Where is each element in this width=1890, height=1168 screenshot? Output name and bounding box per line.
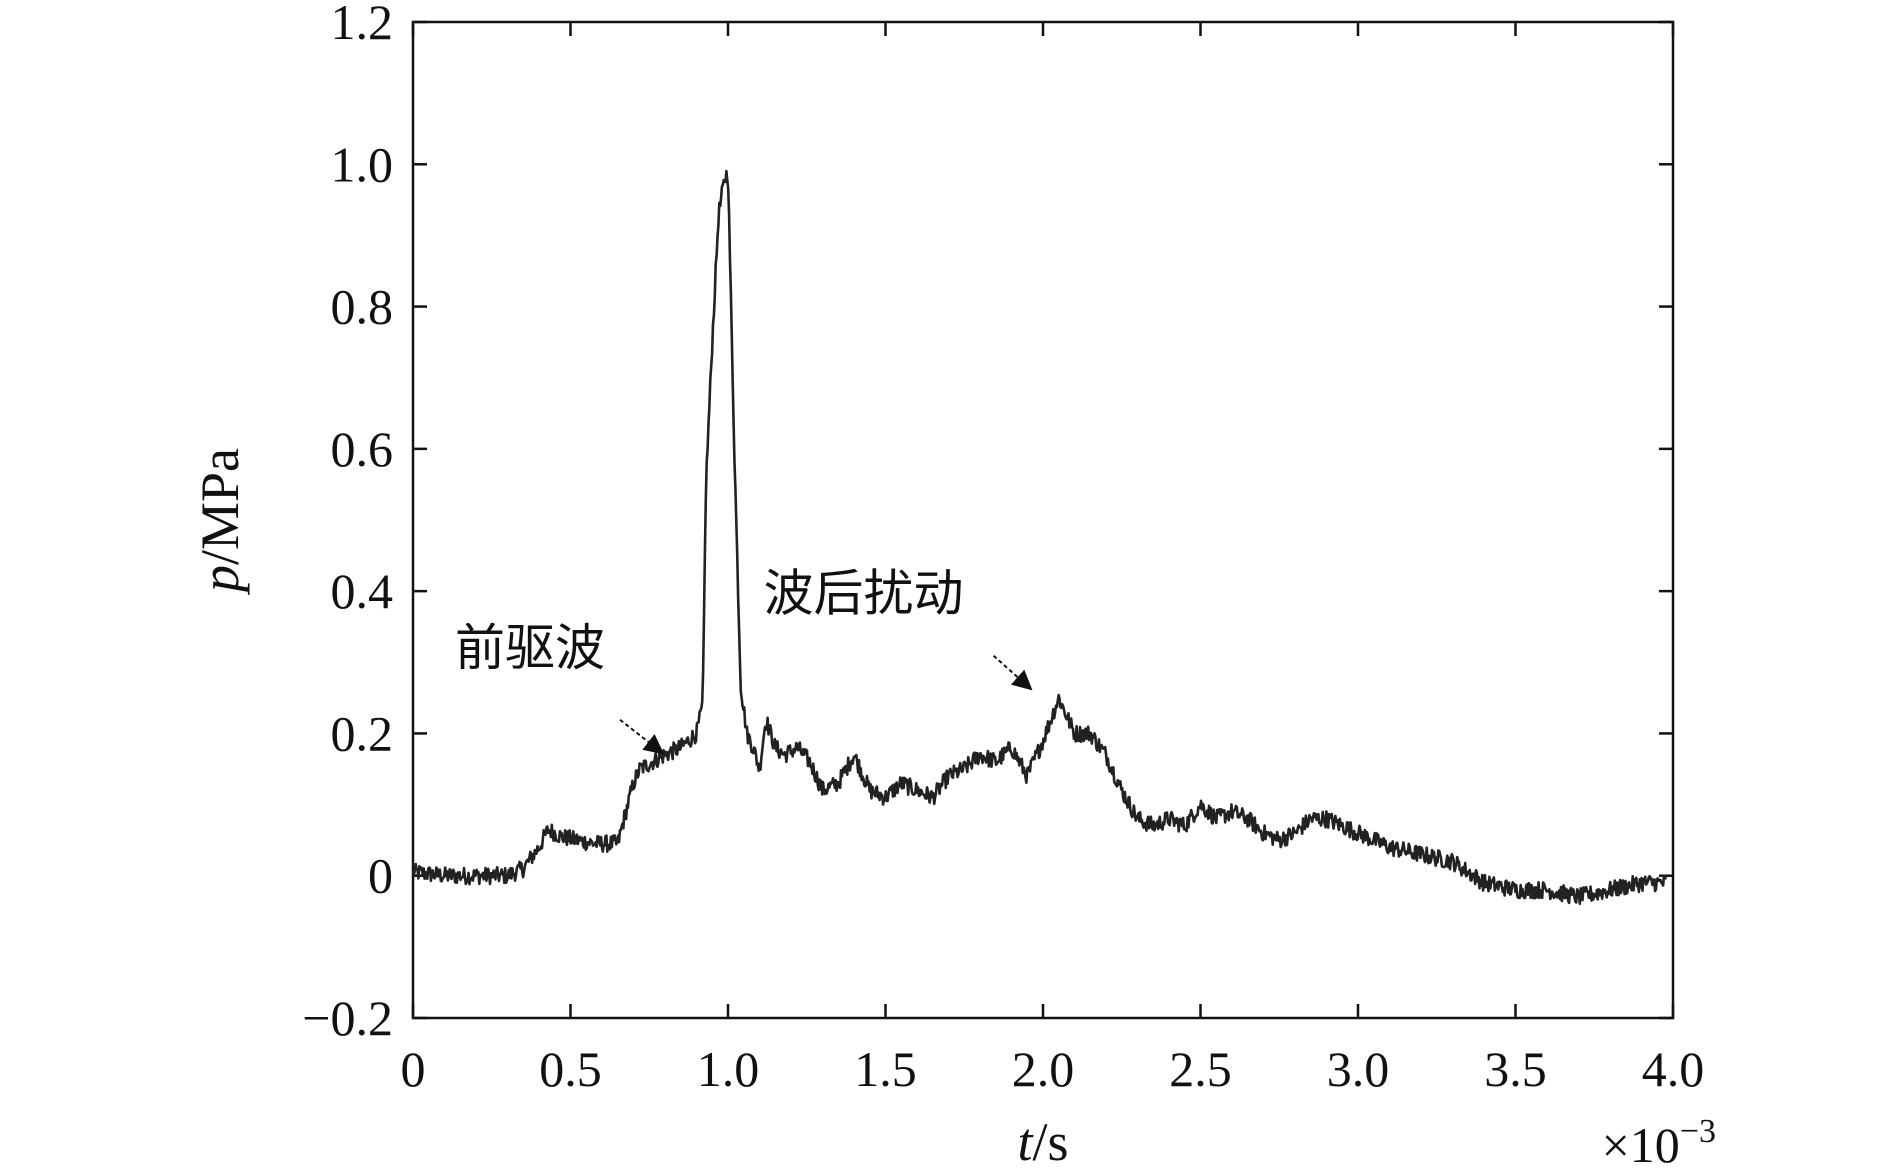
y-axis-label: p/MPa [190,448,250,596]
x-tick-label: 2.5 [1169,1041,1232,1097]
x-tick-label: 1.5 [854,1041,917,1097]
x-multiplier-exponent: −3 [1680,1113,1716,1150]
annotation-precursor-wave-arrow [619,718,665,755]
x-axis-label: t/s [1017,1112,1068,1168]
pressure-series-line [411,169,1668,906]
y-tick-label: 0.8 [331,279,394,335]
x-axis-multiplier: ×10−3 [1602,1113,1716,1168]
y-tick-label: 0.6 [331,421,394,477]
y-tick-label: 1.0 [331,136,394,192]
y-axis-variable: p [190,565,250,596]
y-tick-label: 0 [368,848,393,904]
plot-frame [411,20,1675,1020]
annotations: 前驱波 波后扰动 [455,565,1033,755]
x-axis-ticks: 0 0.5 1.0 1.5 2.0 2.5 3.0 3.5 4.0 [401,22,1705,1097]
x-tick-label: 0.5 [539,1041,602,1097]
y-axis-unit: /MPa [190,448,250,565]
y-tick-label: 1.2 [331,0,394,50]
annotation-precursor-wave-label: 前驱波 [455,619,605,677]
x-axis-variable: t [1017,1112,1034,1168]
x-tick-label: 2.0 [1012,1041,1075,1097]
x-multiplier-base: ×10 [1602,1117,1680,1168]
x-tick-label: 0 [401,1041,426,1097]
x-axis-unit: /s [1032,1112,1068,1168]
x-tick-label: 3.5 [1484,1041,1547,1097]
y-tick-label: −0.2 [302,990,393,1046]
x-tick-label: 4.0 [1642,1041,1705,1097]
annotation-post-wave-disturbance-label: 波后扰动 [764,565,964,623]
series-layer [411,169,1668,906]
y-tick-label: 0.2 [331,705,394,761]
y-tick-label: 0.4 [331,563,394,619]
y-axis-ticks: −0.2 0 0.2 0.4 0.6 0.8 1.0 1.2 [302,0,1673,1046]
x-tick-label: 3.0 [1327,1041,1390,1097]
annotation-post-wave-disturbance-arrow [992,654,1033,691]
x-tick-label: 1.0 [697,1041,760,1097]
